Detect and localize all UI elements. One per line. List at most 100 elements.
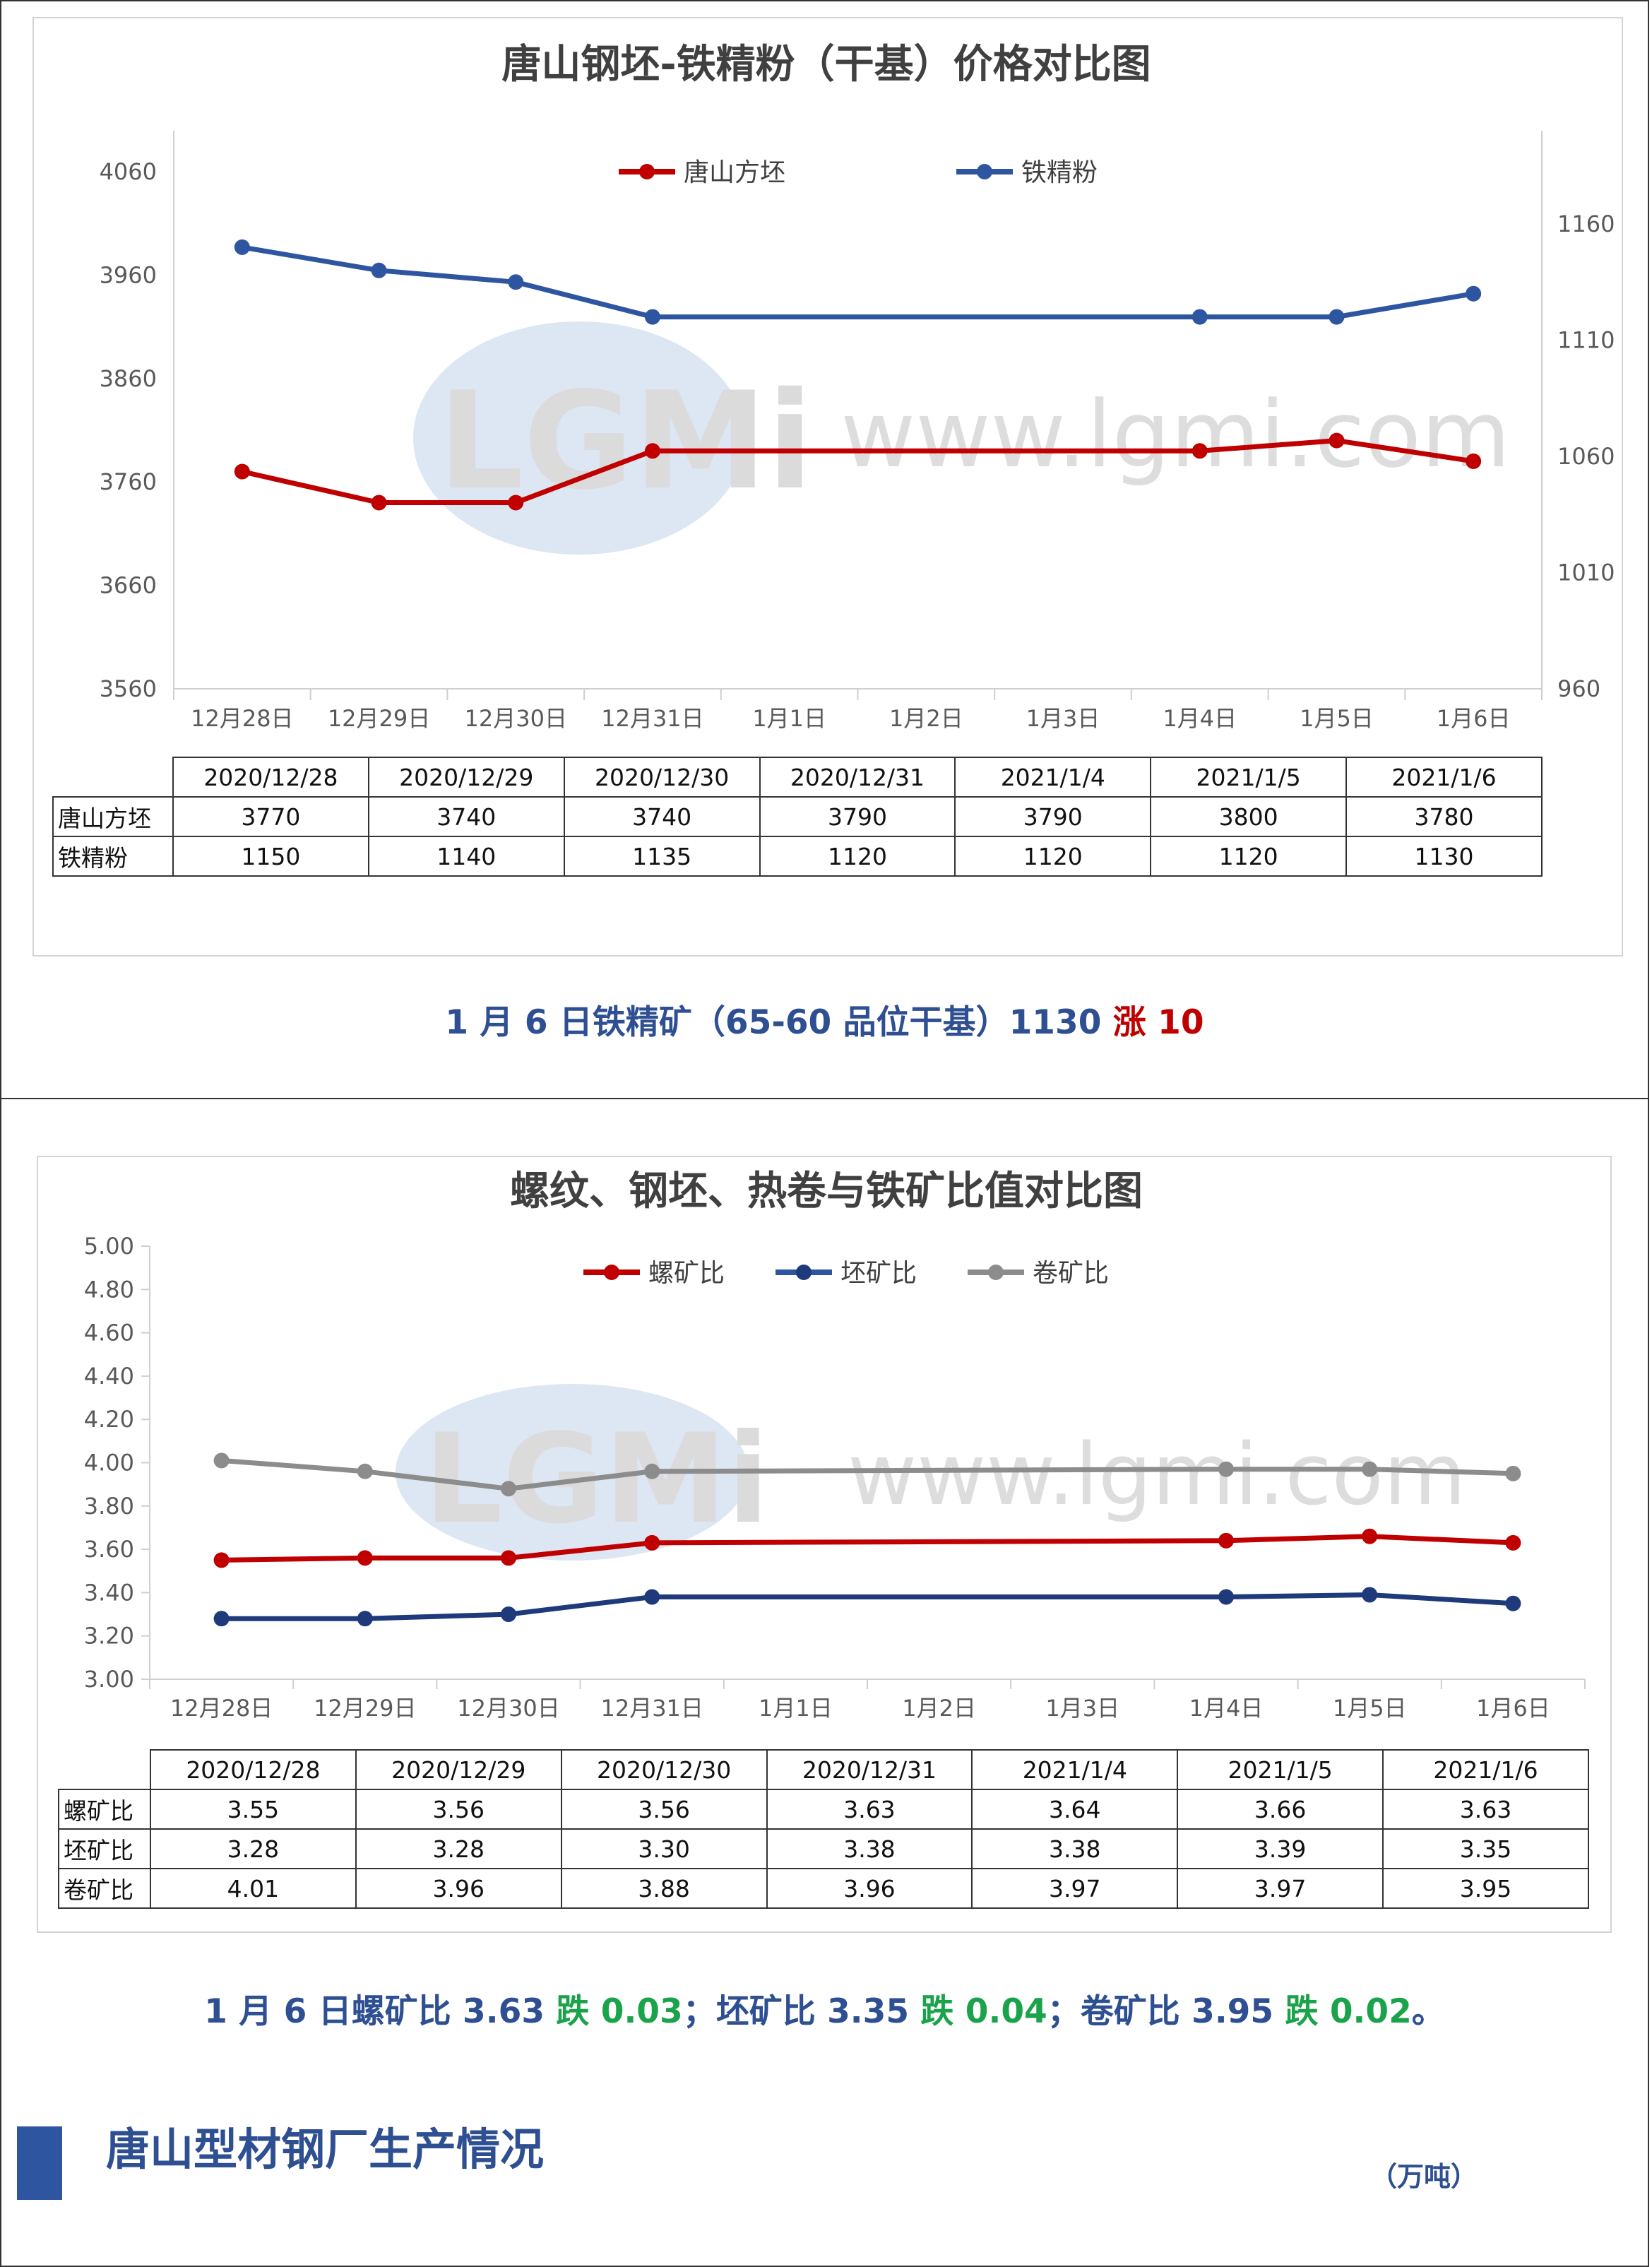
y-right-tick-label: 1010 [1557, 560, 1615, 586]
steel-series-point [1192, 443, 1208, 459]
rebar-change: 跌 0.03 [556, 1992, 683, 2031]
billet-series-point [213, 1611, 230, 1627]
watermark-logo-ellipse [413, 321, 745, 555]
x-tick-label: 1月2日 [902, 1695, 976, 1722]
steel-series-point [371, 495, 387, 511]
y-tick-label: 3.20 [84, 1623, 134, 1650]
price-change: 涨 10 [1112, 1003, 1204, 1042]
y-tick-label: 4.40 [84, 1363, 134, 1390]
chart-title: 螺纹、钢坯、热卷与铁矿比值对比图 [510, 1168, 1143, 1214]
ore-series-line [242, 244, 1474, 320]
table-cell: 3770 [172, 796, 369, 837]
table-header-cell: 2021/1/6 [1345, 757, 1543, 798]
y-tick-label: 3.60 [84, 1536, 134, 1563]
table-cell: 3.56 [355, 1789, 562, 1830]
legend: 螺矿比 坯矿比 卷矿比 [583, 1259, 1109, 1288]
ore-series-point [508, 274, 524, 290]
summary-text: ；坯矿比 3.35 [682, 1992, 921, 2031]
ratio-summary: 1 月 6 日螺矿比 3.63 跌 0.03；坯矿比 3.35 跌 0.04；卷… [0, 1984, 1649, 2032]
x-tick-label: 1月3日 [1026, 705, 1100, 732]
steel-series-point [508, 495, 524, 511]
summary-text: 。 [1411, 1992, 1445, 2031]
table-cell: 3780 [1345, 796, 1543, 837]
table-cell: 3.28 [355, 1828, 562, 1869]
table-cell: 3.35 [1382, 1828, 1589, 1869]
legend-marker-rebar [604, 1265, 619, 1280]
ore-series-point [644, 309, 660, 325]
summary-text: ；卷矿比 3.95 [1047, 1992, 1285, 2031]
y-tick-label: 4.20 [84, 1406, 134, 1433]
legend-marker-ore [977, 164, 992, 179]
table-header-cell: 2021/1/4 [954, 757, 1152, 798]
x-tick-label: 1月4日 [1189, 1695, 1264, 1722]
row-label: 唐山方坯 [52, 796, 174, 837]
watermark: LGMi www.lgmi.com [413, 321, 1511, 555]
coil-series-point [1362, 1461, 1378, 1477]
x-tick-label: 1月1日 [752, 705, 826, 732]
table-cell: 3.97 [1177, 1868, 1384, 1909]
ratio-chart: LGMi www.lgmi.com 螺纹、钢坯、热卷与铁矿比值对比图 螺矿比 坯… [84, 1168, 1586, 1722]
billet-series-line [221, 1592, 1514, 1621]
ore-price-summary: 1 月 6 日铁精矿（65-60 品位干基）1130 涨 10 [0, 995, 1649, 1043]
rebar-series-point [357, 1550, 373, 1566]
unit-label: （万吨） [1370, 2161, 1478, 2192]
y-right-tick-label: 1060 [1557, 443, 1615, 470]
billet-series-point [1218, 1589, 1234, 1605]
y-left-tick-label: 3860 [100, 365, 157, 392]
table-cell: 3.38 [766, 1828, 973, 1869]
x-tick-label: 1月1日 [759, 1695, 833, 1722]
table-cell: 1150 [172, 836, 369, 877]
table-row: 唐山方坯 3770 3740 3740 3790 3790 3800 3780 [52, 796, 1543, 837]
x-tick-label: 1月3日 [1045, 1695, 1119, 1722]
axes: 12月28日 12月29日 12月30日 12月31日 1月1日 1月2日 1月3日 1月4日… [100, 131, 1615, 732]
table-cell: 1130 [1345, 836, 1543, 877]
table-cell: 3.97 [971, 1868, 1179, 1909]
table-cell: 3.66 [1177, 1789, 1384, 1830]
y-tick-label: 3.00 [84, 1666, 134, 1693]
x-tick-label: 12月30日 [457, 1695, 559, 1722]
x-tick-label: 12月28日 [170, 1695, 273, 1722]
table-corner [53, 757, 174, 798]
rebar-series-point [1362, 1528, 1378, 1544]
steel-series-point [1329, 432, 1345, 449]
rebar-series-line [221, 1534, 1514, 1563]
legend-label-billet: 坯矿比 [840, 1259, 917, 1288]
coil-series-point [644, 1463, 660, 1479]
table-header-cell: 2020/12/31 [766, 1749, 973, 1790]
table-header-cell: 2020/12/31 [759, 757, 956, 798]
legend-label-ore: 铁精粉 [1021, 158, 1098, 187]
table-cell: 3740 [367, 796, 565, 837]
y-left-tick-label: 3960 [100, 261, 157, 288]
coil-change: 跌 0.02 [1285, 1992, 1412, 2031]
table-header-cell: 2020/12/30 [563, 757, 761, 798]
table-row: 坯矿比 3.28 3.28 3.30 3.38 3.38 3.39 3.35 [58, 1828, 1589, 1869]
coil-series-point [357, 1463, 373, 1479]
x-tick-label: 12月30日 [465, 705, 567, 732]
ore-series-point [371, 262, 387, 278]
table-row: 卷矿比 4.01 3.96 3.88 3.96 3.97 3.97 3.95 [58, 1868, 1589, 1909]
row-label: 螺矿比 [58, 1789, 151, 1830]
watermark-url-text: www.lgmi.com [840, 381, 1511, 488]
table-cell: 3.64 [971, 1789, 1179, 1830]
table-header-cell: 2020/12/28 [150, 1749, 357, 1790]
table-cell: 1120 [1150, 836, 1348, 877]
y-right-tick-label: 1110 [1557, 327, 1615, 354]
legend-marker-coil [988, 1265, 1004, 1280]
y-left-tick-label: 4060 [100, 158, 157, 185]
coil-series-point [1218, 1461, 1234, 1477]
table-cell: 3.95 [1382, 1868, 1589, 1909]
steel-series-point [234, 463, 250, 480]
table-cell: 3.63 [766, 1789, 973, 1830]
ore-series-point [234, 239, 250, 255]
legend-label-rebar: 螺矿比 [648, 1259, 725, 1288]
x-tick-label: 1月6日 [1476, 1695, 1550, 1722]
x-tick-label: 1月2日 [889, 705, 963, 732]
y-right-tick-label: 1160 [1557, 211, 1615, 237]
y-tick-label: 4.80 [84, 1276, 134, 1303]
x-tick-label: 12月29日 [328, 705, 430, 732]
x-tick-label: 1月5日 [1300, 705, 1374, 732]
rebar-series-point [501, 1550, 516, 1566]
ore-series-point [1329, 309, 1345, 325]
y-tick-label: 5.00 [84, 1233, 134, 1260]
y-left-tick-label: 3560 [100, 675, 157, 702]
